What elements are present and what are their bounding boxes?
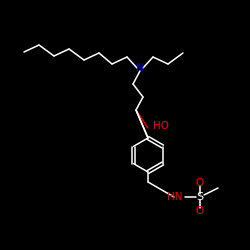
Text: O: O (196, 178, 204, 188)
Text: S: S (196, 192, 203, 202)
Text: N: N (136, 63, 144, 73)
Text: HO: HO (153, 121, 169, 131)
Text: O: O (196, 206, 204, 216)
Text: HN: HN (168, 192, 183, 202)
